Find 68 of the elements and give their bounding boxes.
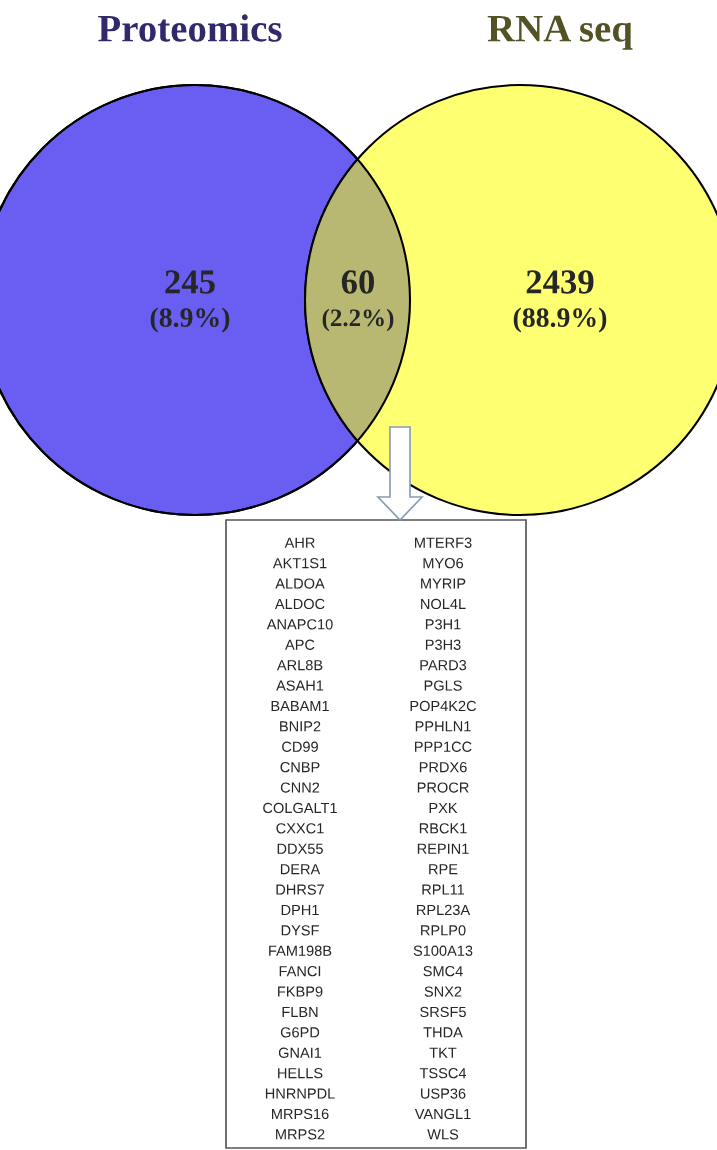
text: CXXC1 — [276, 823, 324, 834]
text: THDA — [423, 1027, 463, 1038]
text: PRDX6 — [419, 761, 467, 773]
text: ALDOC — [274, 598, 325, 610]
text: CNBP — [280, 761, 320, 773]
text: CNN2 — [280, 782, 320, 793]
text: CD99 — [282, 741, 318, 752]
text: AHR — [284, 537, 315, 548]
text: USP36 — [421, 1088, 466, 1099]
text: COLGALT1 — [263, 802, 337, 814]
category-label: RNA seq — [487, 15, 633, 50]
text: (88.9%) — [513, 307, 607, 333]
text: S100A13 — [413, 945, 473, 956]
text: FKBP9 — [278, 986, 323, 997]
text: TKT — [429, 1047, 457, 1058]
text: MYO6 — [423, 557, 464, 569]
text: HNRNPDL — [265, 1088, 335, 1099]
text: DPH1 — [281, 904, 319, 915]
text: ALDOA — [275, 578, 325, 589]
text: AKT1S1 — [272, 557, 327, 569]
text: SRSF5 — [420, 1006, 466, 1018]
text: GNAI1 — [278, 1047, 322, 1058]
text: G6PD — [280, 1027, 320, 1038]
text: VANGL1 — [414, 1108, 471, 1120]
category-label: Proteomics — [98, 14, 282, 42]
text: PPP1CC — [415, 741, 472, 752]
text: PPHLN1 — [415, 721, 471, 732]
text: HELLS — [278, 1067, 323, 1079]
text: FANCI — [279, 965, 321, 977]
text: APC — [285, 639, 315, 650]
text: POP4K2C — [410, 700, 477, 712]
text: REPIN1 — [417, 843, 469, 854]
text: SNX2 — [424, 986, 462, 997]
text: RPL23A — [417, 904, 471, 916]
text: (2.2%) — [322, 308, 394, 332]
text: RBCK1 — [419, 823, 467, 834]
text: FAM198B — [269, 945, 332, 956]
text: PXK — [429, 802, 458, 813]
text: MRPS2 — [276, 1129, 325, 1140]
text: MTERF3 — [415, 537, 472, 548]
text: NOL4L — [421, 598, 466, 610]
data-label: 245 — [165, 270, 215, 294]
text: WLS — [427, 1129, 459, 1140]
text: PARD3 — [420, 659, 467, 671]
text: TSSC4 — [419, 1067, 467, 1079]
text: DHRS7 — [276, 884, 324, 895]
data-label: 60 — [341, 270, 375, 294]
text: MYRIP — [421, 578, 466, 589]
text: DDX55 — [277, 843, 323, 854]
text: (8.9%) — [150, 307, 230, 333]
text: DERA — [280, 864, 321, 875]
text: PROCR — [417, 782, 469, 793]
text: RPL11 — [422, 884, 465, 895]
text: ARL8B — [276, 659, 323, 671]
text: SMC4 — [423, 965, 463, 977]
text: ASAH1 — [276, 680, 324, 691]
text: ANAPC10 — [266, 619, 333, 630]
text: RPE — [429, 864, 458, 875]
text: P3H1 — [425, 619, 461, 630]
data-label: 2439 — [526, 270, 594, 294]
text: PGLS — [424, 680, 462, 691]
text: MRPS16 — [272, 1108, 329, 1120]
text: BABAM1 — [271, 700, 329, 711]
text: RPLP0 — [421, 925, 466, 936]
text: P3H3 — [425, 639, 461, 650]
text: DYSF — [281, 925, 319, 936]
text: BNIP2 — [280, 721, 321, 732]
text: FLBN — [282, 1006, 318, 1017]
